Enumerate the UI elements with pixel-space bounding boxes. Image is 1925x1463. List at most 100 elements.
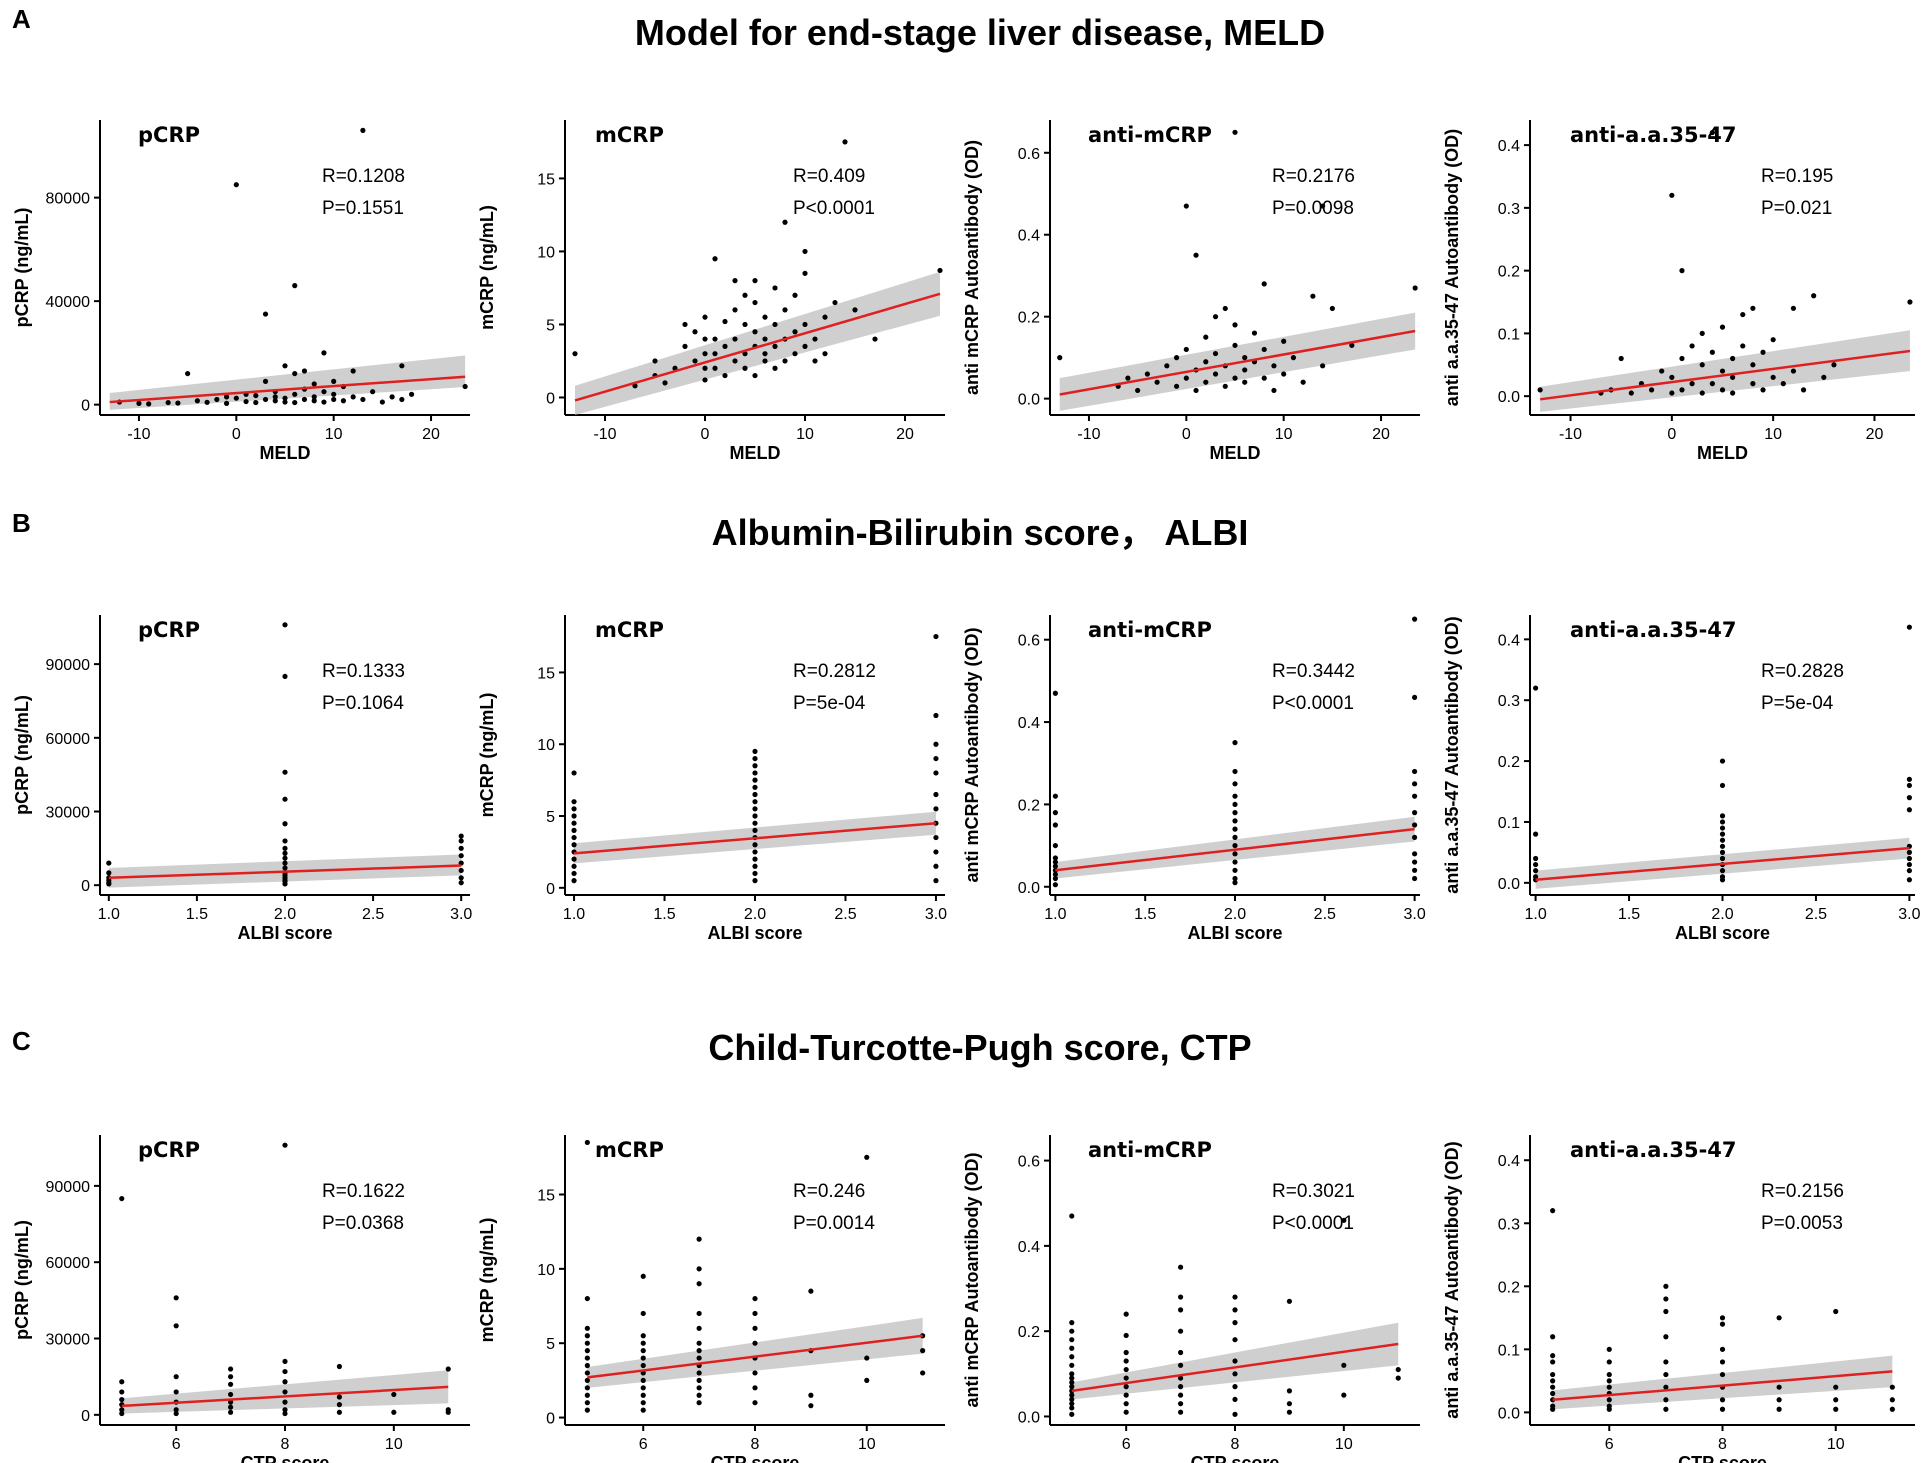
data-point — [301, 368, 308, 374]
panel-title: mCRP — [595, 1138, 664, 1162]
data-point — [173, 1389, 179, 1395]
data-point — [1281, 371, 1287, 377]
data-point — [1719, 843, 1726, 849]
x-tick-label: 3.0 — [450, 906, 472, 923]
y-tick-label: 0.2 — [1018, 797, 1040, 814]
data-point — [782, 219, 788, 225]
data-point — [1069, 1362, 1075, 1368]
panel-0-1: -10 0 10 20 0 5 10 15 MELD mCRP (ng/mL) mCRP R=0.40… — [477, 120, 945, 463]
data-point — [937, 267, 943, 274]
data-point — [640, 1377, 646, 1383]
data-point — [1533, 831, 1539, 837]
panel-0-0: -10 0 10 20 0 40000 80000 MELD pCRP (ng/mL) pCRP R… — [12, 120, 470, 463]
data-point — [399, 396, 405, 403]
data-point — [106, 881, 112, 887]
data-point — [1821, 374, 1827, 380]
data-point — [864, 1154, 870, 1160]
data-point — [1740, 311, 1746, 318]
data-point — [292, 283, 298, 289]
data-point — [1232, 1294, 1238, 1300]
data-point — [1271, 387, 1277, 394]
data-point — [1412, 793, 1418, 799]
regression-line — [1071, 1342, 1399, 1393]
data-point — [1193, 387, 1199, 394]
data-point — [1833, 1308, 1839, 1315]
data-point — [119, 1379, 125, 1385]
data-point — [752, 763, 758, 769]
r-value: R=0.246 — [793, 1181, 865, 1202]
x-tick-label: 8 — [281, 1436, 290, 1453]
regression-line — [573, 821, 937, 855]
x-tick-label: 1.0 — [563, 906, 585, 923]
data-point — [752, 784, 758, 790]
y-tick-label: 0.2 — [1498, 264, 1520, 281]
y-tick-label: 5 — [546, 809, 555, 826]
data-point — [584, 1370, 590, 1376]
data-point — [1057, 355, 1063, 361]
data-point — [1261, 281, 1267, 287]
data-point — [584, 1295, 590, 1302]
data-point — [742, 321, 748, 328]
data-point — [802, 343, 808, 349]
data-point — [1833, 1384, 1839, 1390]
data-point — [640, 1348, 646, 1354]
data-point — [1069, 1354, 1075, 1360]
p-value: P=0.1551 — [322, 198, 404, 219]
x-axis-title: ALBI score — [707, 923, 802, 943]
data-point — [458, 845, 464, 851]
data-point — [1719, 868, 1726, 874]
x-axis-title: MELD — [1210, 443, 1261, 463]
regression-line — [1539, 349, 1911, 401]
data-point — [640, 1310, 646, 1317]
data-point — [194, 398, 200, 404]
data-point — [1663, 1384, 1669, 1390]
data-point — [696, 1266, 702, 1272]
data-point — [1719, 825, 1726, 831]
data-point — [712, 336, 718, 342]
data-point — [1412, 285, 1418, 291]
regression-line — [574, 292, 941, 402]
y-axis-title: anti a.a.35-47 Autoantibody (OD) — [1442, 616, 1462, 893]
data-point — [1183, 375, 1189, 381]
data-point — [214, 396, 220, 403]
data-point — [233, 182, 239, 188]
data-point — [282, 845, 288, 851]
data-point — [204, 399, 210, 405]
regression-line — [1059, 329, 1416, 396]
data-point — [336, 1409, 343, 1415]
data-point — [1286, 1401, 1293, 1407]
data-point — [792, 329, 798, 335]
data-point — [572, 351, 578, 357]
x-tick-label: 6 — [639, 1436, 648, 1453]
data-point — [752, 799, 758, 805]
x-axis-title: MELD — [260, 443, 311, 463]
data-point — [1533, 685, 1539, 691]
data-point — [752, 878, 758, 884]
data-point — [822, 314, 828, 320]
x-axis-title: MELD — [1697, 443, 1748, 463]
data-point — [1618, 355, 1624, 362]
data-point — [1906, 849, 1912, 855]
data-point — [571, 820, 577, 826]
data-point — [752, 1325, 758, 1331]
data-point — [1906, 855, 1912, 862]
data-point — [920, 1348, 926, 1354]
data-point — [640, 1385, 646, 1391]
data-point — [1550, 1378, 1556, 1384]
data-point — [243, 398, 249, 405]
data-point — [1780, 381, 1786, 387]
data-point — [752, 856, 758, 862]
data-point — [752, 372, 758, 379]
data-point — [752, 849, 758, 855]
y-tick-label: 10 — [537, 1262, 555, 1279]
data-point — [173, 1374, 179, 1380]
data-point — [389, 394, 395, 400]
confidence-band — [575, 271, 940, 415]
data-point — [1395, 1366, 1401, 1373]
panel-2-1: 6 8 10 0 5 10 15 CTP score mCRP (ng/mL) mCRP R=0.2… — [477, 1135, 945, 1463]
data-point — [282, 1389, 288, 1395]
p-value: P=0.0014 — [793, 1213, 875, 1234]
data-point — [1320, 363, 1326, 369]
y-tick-label: 0 — [81, 878, 90, 895]
y-axis-title: mCRP (ng/mL) — [477, 1218, 497, 1343]
